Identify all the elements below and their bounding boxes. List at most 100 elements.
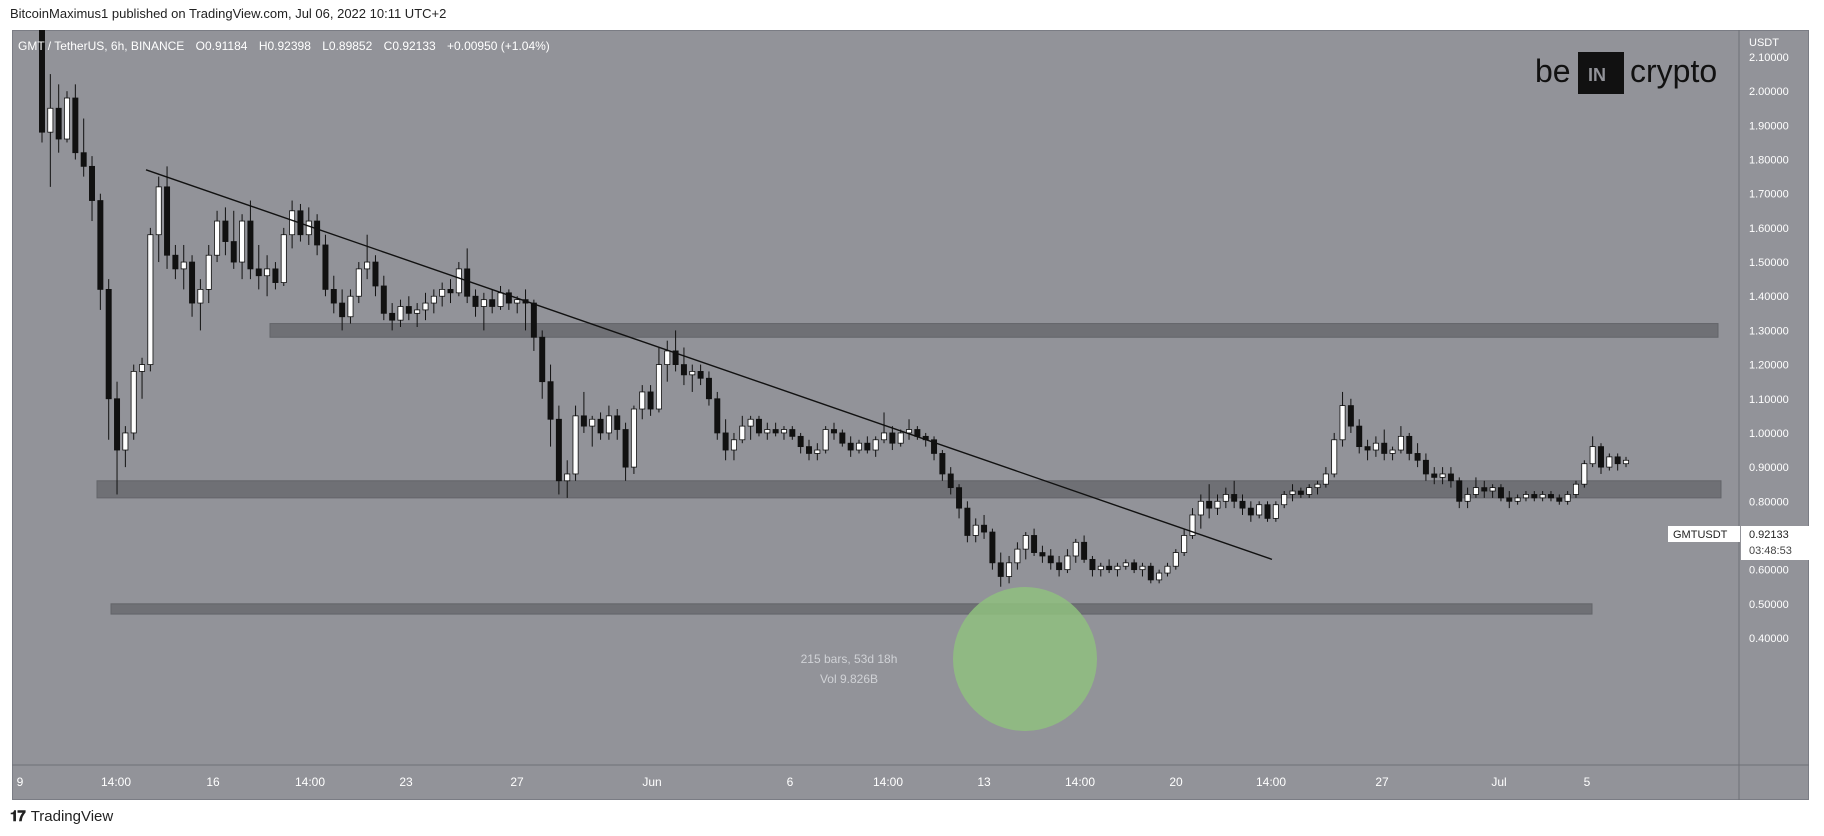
- y-tick-label: 1.70000: [1749, 189, 1789, 201]
- price-tag-price: 0.92133: [1749, 529, 1789, 541]
- low-value: 0.89852: [329, 39, 373, 53]
- candle: [1372, 436, 1379, 457]
- candle-body: [1464, 494, 1471, 502]
- candle-body: [255, 268, 262, 277]
- candle-body: [1289, 490, 1296, 495]
- candle: [514, 296, 521, 314]
- candle: [972, 518, 979, 543]
- candle-body: [947, 473, 954, 489]
- candle: [897, 429, 904, 447]
- candle-body: [180, 261, 187, 270]
- price-axis: USDT 2.10000 2.00000 1.90000 1.80000 1.70000…: [1738, 30, 1789, 800]
- logo-in: IN: [1588, 65, 1606, 85]
- footer-brand: TradingView: [30, 808, 114, 825]
- candle-body: [322, 244, 329, 290]
- candle-body: [439, 288, 446, 297]
- candle: [1206, 484, 1213, 519]
- candle-body: [1214, 500, 1221, 509]
- candle-body: [1239, 500, 1246, 509]
- candle-body: [1322, 473, 1329, 485]
- candle: [239, 214, 246, 280]
- candle-body: [789, 429, 796, 437]
- candle-body: [1097, 565, 1104, 571]
- candle: [856, 439, 862, 454]
- candle: [172, 244, 179, 280]
- candle: [1547, 491, 1554, 502]
- candle-body: [1006, 562, 1013, 577]
- candle: [630, 405, 637, 474]
- candle-body: [722, 432, 729, 451]
- highlight-layer: [953, 587, 1097, 731]
- candle-body: [1089, 558, 1096, 571]
- candle: [847, 436, 854, 457]
- candle-body: [172, 254, 179, 270]
- candle: [455, 262, 462, 297]
- price-tag-countdown: 03:48:53: [1749, 545, 1792, 557]
- candle: [806, 439, 812, 461]
- candle-body: [1122, 562, 1129, 567]
- candle-body: [122, 432, 129, 451]
- candle: [1272, 501, 1279, 522]
- candle: [505, 289, 512, 310]
- candle-body: [1539, 494, 1546, 499]
- candle-body: [872, 439, 879, 451]
- candle-body: [189, 261, 196, 304]
- candle: [1422, 453, 1429, 481]
- candle-body: [964, 507, 971, 536]
- price-tag-symbol: GMTUSDT: [1673, 529, 1728, 541]
- x-tick-label: 13: [977, 775, 991, 789]
- candle-body: [714, 398, 721, 434]
- candle: [947, 467, 954, 495]
- candle-body: [755, 418, 762, 434]
- x-tick-label: Jun: [642, 775, 661, 789]
- candle: [839, 429, 846, 447]
- candle: [322, 234, 329, 297]
- candle-body: [1022, 535, 1029, 550]
- candle: [130, 364, 137, 440]
- candle-body: [39, 30, 45, 133]
- candle: [1472, 477, 1479, 498]
- price-chart[interactable]: USDT 2.10000 2.00000 1.90000 1.80000 1.70000…: [12, 30, 1809, 800]
- candle-body: [1347, 405, 1354, 427]
- candle-body: [1197, 500, 1204, 516]
- candle: [597, 412, 604, 440]
- candle: [264, 255, 271, 297]
- candle-body: [1623, 459, 1629, 465]
- candle-body: [1447, 473, 1454, 482]
- high-label: H: [259, 39, 268, 53]
- candle: [1139, 562, 1146, 577]
- candle: [164, 166, 171, 269]
- candle: [489, 289, 496, 314]
- candle-body: [430, 295, 437, 304]
- candle-body: [539, 336, 546, 383]
- candle: [80, 118, 87, 177]
- close-value: 0.92133: [392, 39, 436, 53]
- candle: [247, 200, 254, 280]
- candle: [1506, 491, 1513, 509]
- candle-body: [330, 288, 337, 304]
- candle: [1247, 501, 1254, 522]
- candle: [547, 364, 554, 447]
- candle-body: [114, 398, 121, 451]
- candle-body: [47, 107, 54, 133]
- candle-body: [280, 234, 287, 283]
- candle-body: [1106, 565, 1113, 571]
- candle: [1447, 467, 1454, 488]
- candle-body: [447, 288, 454, 294]
- candle: [1081, 535, 1088, 563]
- candle-body: [1072, 541, 1079, 557]
- candle-body: [956, 487, 963, 509]
- x-tick-label: 5: [1584, 775, 1591, 789]
- high-value: 0.92398: [267, 39, 311, 53]
- candle-body: [897, 432, 904, 444]
- candle-body: [1297, 490, 1304, 495]
- candle-body: [97, 200, 104, 290]
- measure-label: 215 bars, 53d 18h Vol 9.826B: [801, 652, 898, 686]
- candle-body: [55, 107, 62, 140]
- candle: [797, 432, 804, 454]
- candle: [314, 214, 321, 256]
- open-value: 0.91184: [205, 39, 248, 53]
- candle: [1306, 484, 1313, 498]
- candle: [1122, 559, 1129, 570]
- candle: [55, 84, 62, 153]
